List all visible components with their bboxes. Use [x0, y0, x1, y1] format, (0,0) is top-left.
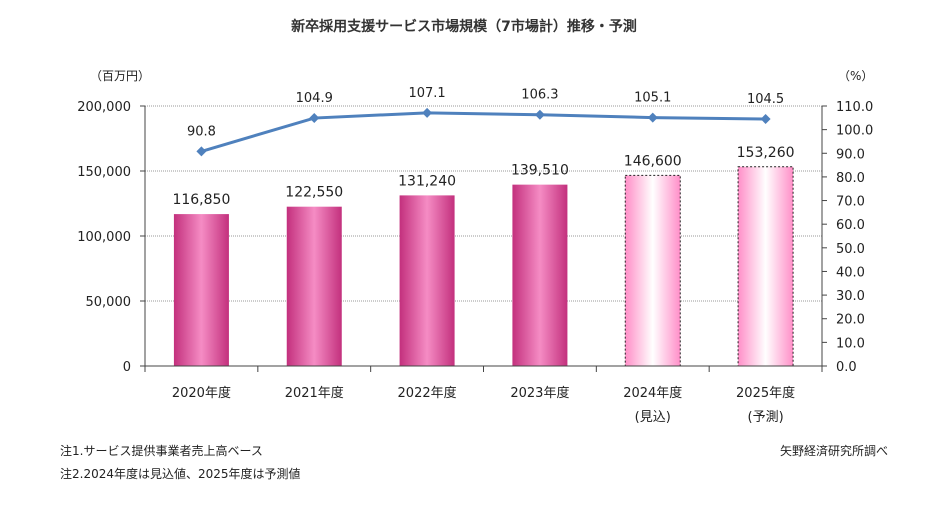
left-axis-ticks: 0 50,000 100,000 150,000 200,000 — [77, 100, 145, 375]
bar-value-label: 146,600 — [624, 153, 682, 169]
right-axis-ticks: 0.0 10.0 20.0 30.0 40.0 50.0 60.0 70.0 80.0 90.0 1… — [822, 100, 873, 375]
line-point — [760, 114, 771, 124]
line-series: 90.8 104.9 107.1 106.3 105.1 104.5 — [187, 86, 784, 157]
category-label: 2023年度 — [510, 385, 569, 401]
bar-value-label: 153,260 — [737, 145, 795, 161]
category-label: 2024年度 — [623, 385, 682, 401]
line-point — [196, 146, 207, 157]
right-axis-unit: （%） — [838, 69, 873, 83]
bar — [399, 195, 455, 366]
bar — [512, 184, 568, 366]
bar — [173, 214, 229, 366]
line-point — [647, 112, 658, 123]
right-tick-label: 40.0 — [836, 265, 865, 280]
right-tick-label: 30.0 — [836, 289, 865, 304]
right-tick-label: 70.0 — [836, 195, 865, 210]
bar-value-label: 116,850 — [172, 192, 230, 208]
line-value-label: 104.9 — [296, 91, 333, 106]
line-value-label: 104.5 — [747, 92, 784, 107]
category-labels: 2020年度 2021年度 2022年度 2023年度 2024年度 (見込) 2025年度… — [172, 385, 795, 425]
line-value-label: 105.1 — [634, 91, 671, 106]
right-tick-label: 90.0 — [836, 147, 865, 162]
left-tick-label: 150,000 — [77, 165, 131, 180]
bar-estimated — [737, 166, 794, 367]
bar-series: 116,850 122,550 131,240 139,510 146,600 153,2… — [172, 145, 795, 367]
left-tick-label: 50,000 — [86, 295, 132, 310]
left-tick-label: 200,000 — [77, 100, 131, 115]
line-point — [309, 113, 320, 124]
category-label: 2022年度 — [398, 385, 457, 401]
left-axis-unit: （百万円） — [90, 69, 150, 83]
category-label: 2025年度 — [736, 385, 795, 401]
right-tick-label: 100.0 — [836, 124, 873, 139]
bar-value-label: 122,550 — [285, 185, 343, 201]
right-tick-label: 80.0 — [836, 171, 865, 186]
source-note: 矢野経済研究所調べ — [780, 443, 888, 458]
note-2: 注2.2024年度は見込値、2025年度は予測値 — [60, 466, 301, 481]
category-sublabel: (予測) — [748, 410, 784, 425]
right-tick-label: 50.0 — [836, 242, 865, 257]
bar — [286, 206, 342, 366]
category-label: 2021年度 — [285, 385, 344, 401]
line-point — [422, 107, 433, 118]
right-tick-label: 10.0 — [836, 336, 865, 351]
right-tick-label: 20.0 — [836, 313, 865, 328]
left-tick-label: 100,000 — [77, 230, 131, 245]
right-tick-label: 110.0 — [836, 100, 873, 115]
line-path — [200, 111, 766, 153]
category-sublabel: (見込) — [635, 410, 671, 425]
category-label: 2020年度 — [172, 385, 231, 401]
line-value-label: 106.3 — [521, 88, 558, 103]
right-tick-label: 60.0 — [836, 218, 865, 233]
gridlines — [145, 105, 822, 302]
chart-title: 新卒採用支援サービス市場規模（7市場計）推移・予測 — [291, 18, 637, 35]
bar-value-label: 139,510 — [511, 163, 569, 179]
left-tick-label: 0 — [123, 360, 131, 375]
line-value-label: 107.1 — [408, 86, 445, 101]
bar-estimated — [624, 174, 681, 367]
line-point — [534, 109, 545, 120]
axes — [144, 106, 823, 372]
line-value-label: 90.8 — [187, 124, 216, 139]
bar-value-label: 131,240 — [398, 173, 456, 189]
right-tick-label: 0.0 — [836, 360, 857, 375]
note-1: 注1.サービス提供事業者売上高ベース — [60, 443, 263, 458]
